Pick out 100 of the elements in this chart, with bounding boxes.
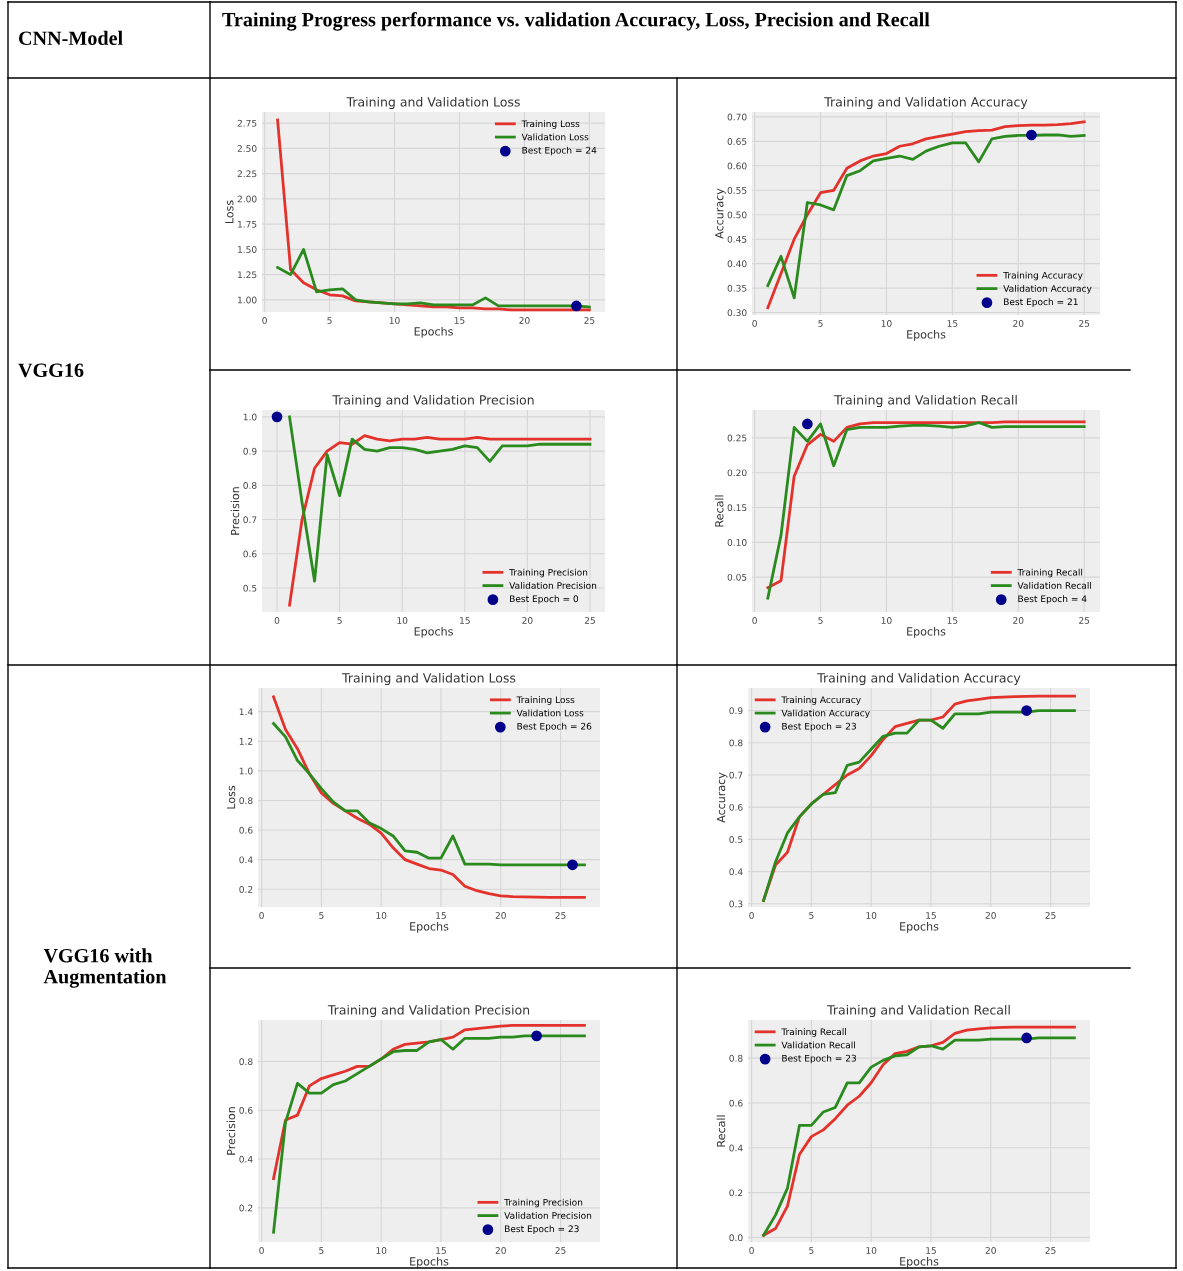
chart-title: Training and Validation Accuracy (817, 672, 1021, 686)
x-tick-label: 10 (866, 1247, 877, 1254)
legend-label: Validation Loss (516, 709, 584, 717)
x-tick-label: 0 (749, 912, 754, 919)
y-tick-label: 0.25 (727, 434, 747, 442)
line-series (288, 415, 592, 583)
chart-title: Training and Validation Loss (346, 96, 520, 110)
y-tick-label: 0.2 (729, 1189, 743, 1197)
y-tick-label: 1.0 (243, 413, 257, 421)
y-tick-label: 0.3 (729, 900, 743, 908)
x-tick-label: 20 (495, 1247, 506, 1254)
x-tick-label: 25 (1079, 320, 1090, 327)
legend-label: Training Loss (516, 696, 575, 705)
x-tick-label: 10 (866, 912, 877, 919)
legend-label: Validation Loss (521, 133, 589, 141)
x-tick-label: 0 (274, 617, 280, 624)
text: VGG16 with Augmentation (43, 948, 167, 988)
y-tick-label: 0.9 (243, 447, 257, 455)
x-axis-title: Epochs (414, 626, 453, 638)
y-tick-label: 0.0 (729, 1234, 743, 1242)
x-tick-label: 10 (376, 912, 387, 919)
y-tick-label: 0.45 (727, 235, 747, 243)
x-tick-label: 0 (259, 912, 264, 919)
legend-label: Training Accuracy (781, 696, 861, 705)
text: VGG16 (18, 363, 84, 378)
y-tick-label: 0.8 (243, 482, 257, 489)
y-tick-label: 0.2 (239, 1204, 253, 1212)
y-tick-label: 0.65 (727, 138, 747, 145)
x-tick-label: 10 (389, 317, 400, 324)
y-tick-label: 0.9 (729, 707, 743, 715)
x-tick-label: 15 (926, 1247, 936, 1254)
y-tick-label: 0.4 (239, 856, 253, 864)
y-tick-label: 2.25 (237, 170, 257, 178)
y-tick-label: 0.6 (239, 1106, 253, 1114)
y-axis-title: Accuracy (716, 772, 728, 823)
y-tick-label: 0.6 (239, 826, 253, 834)
legend-label: Training Recall (781, 1028, 846, 1037)
x-tick-label: 25 (1045, 912, 1056, 919)
x-tick-label: 25 (555, 1247, 566, 1254)
y-tick-label: 0.4 (729, 1144, 743, 1152)
y-tick-label: 2.50 (237, 145, 257, 152)
y-tick-label: 0.8 (729, 739, 743, 747)
legend-label: Training Loss (521, 120, 580, 129)
y-tick-label: 1.2 (239, 738, 253, 745)
y-tick-label: 0.70 (727, 113, 747, 121)
y-tick-label: 0.6 (243, 550, 257, 558)
x-tick-label: 15 (436, 912, 446, 919)
x-tick-label: 5 (319, 912, 324, 919)
y-tick-label: 0.4 (239, 1155, 253, 1163)
y-tick-label: 0.10 (727, 539, 747, 546)
x-tick-label: 10 (397, 617, 408, 624)
y-tick-label: 0.6 (729, 1099, 743, 1107)
x-tick-label: 5 (809, 912, 814, 919)
x-tick-label: 0 (262, 317, 267, 324)
x-tick-label: 5 (337, 617, 342, 624)
legend-label: Best Epoch = 21 (1004, 298, 1078, 307)
y-tick-label: 1.4 (239, 708, 253, 716)
chart-title: Training and Validation Precision (332, 394, 534, 408)
x-axis-title: Epochs (907, 626, 946, 638)
legend-label: Training Recall (1017, 568, 1083, 578)
y-tick-label: 0.4 (729, 868, 743, 876)
legend-label: Validation Accuracy (1003, 284, 1092, 294)
x-axis-title: Epochs (414, 326, 453, 338)
x-axis-title: Epochs (900, 1256, 939, 1268)
y-tick-label: 0.5 (729, 836, 743, 843)
y-tick-label: 1.25 (238, 271, 257, 279)
legend-label: Best Epoch = 0 (510, 595, 579, 604)
legend-label: Best Epoch = 4 (1018, 595, 1087, 604)
y-axis-title: Recall (716, 1115, 726, 1147)
x-tick-label: 20 (495, 912, 506, 919)
x-tick-label: 20 (519, 317, 530, 324)
y-tick-label: 0.60 (727, 162, 747, 170)
legend-label: Validation Recall (1017, 581, 1092, 589)
x-tick-label: 5 (809, 1247, 814, 1254)
y-tick-label: 0.20 (727, 469, 747, 477)
y-tick-label: 2.00 (237, 195, 257, 203)
x-tick-label: 0 (749, 1247, 754, 1254)
legend-label: Best Epoch = 24 (522, 146, 597, 156)
legend-label: Training Precision (504, 1198, 583, 1208)
x-tick-label: 20 (985, 912, 996, 919)
y-tick-label: 0.05 (727, 573, 747, 581)
x-tick-label: 5 (818, 320, 823, 327)
x-axis-title: Epochs (900, 921, 939, 933)
y-tick-label: 0.7 (729, 771, 743, 779)
x-tick-label: 5 (818, 617, 823, 624)
y-tick-label: 0.30 (727, 309, 747, 317)
chart-title: Training and Validation Loss (342, 672, 516, 686)
x-axis-title: Epochs (410, 921, 449, 933)
y-axis-title: Precision (230, 487, 240, 535)
x-tick-label: 25 (1079, 617, 1090, 624)
y-tick-label: 0.50 (727, 211, 747, 219)
x-tick-label: 25 (584, 317, 595, 324)
x-tick-label: 15 (460, 617, 470, 624)
legend-label: Validation Accuracy (781, 709, 870, 719)
x-tick-label: 10 (881, 617, 892, 624)
x-tick-label: 15 (947, 617, 958, 624)
y-tick-label: 0.6 (729, 803, 743, 811)
x-tick-label: 0 (752, 320, 757, 327)
legend-label: Best Epoch = 26 (517, 722, 592, 732)
legend-label: Best Epoch = 23 (505, 1225, 579, 1234)
